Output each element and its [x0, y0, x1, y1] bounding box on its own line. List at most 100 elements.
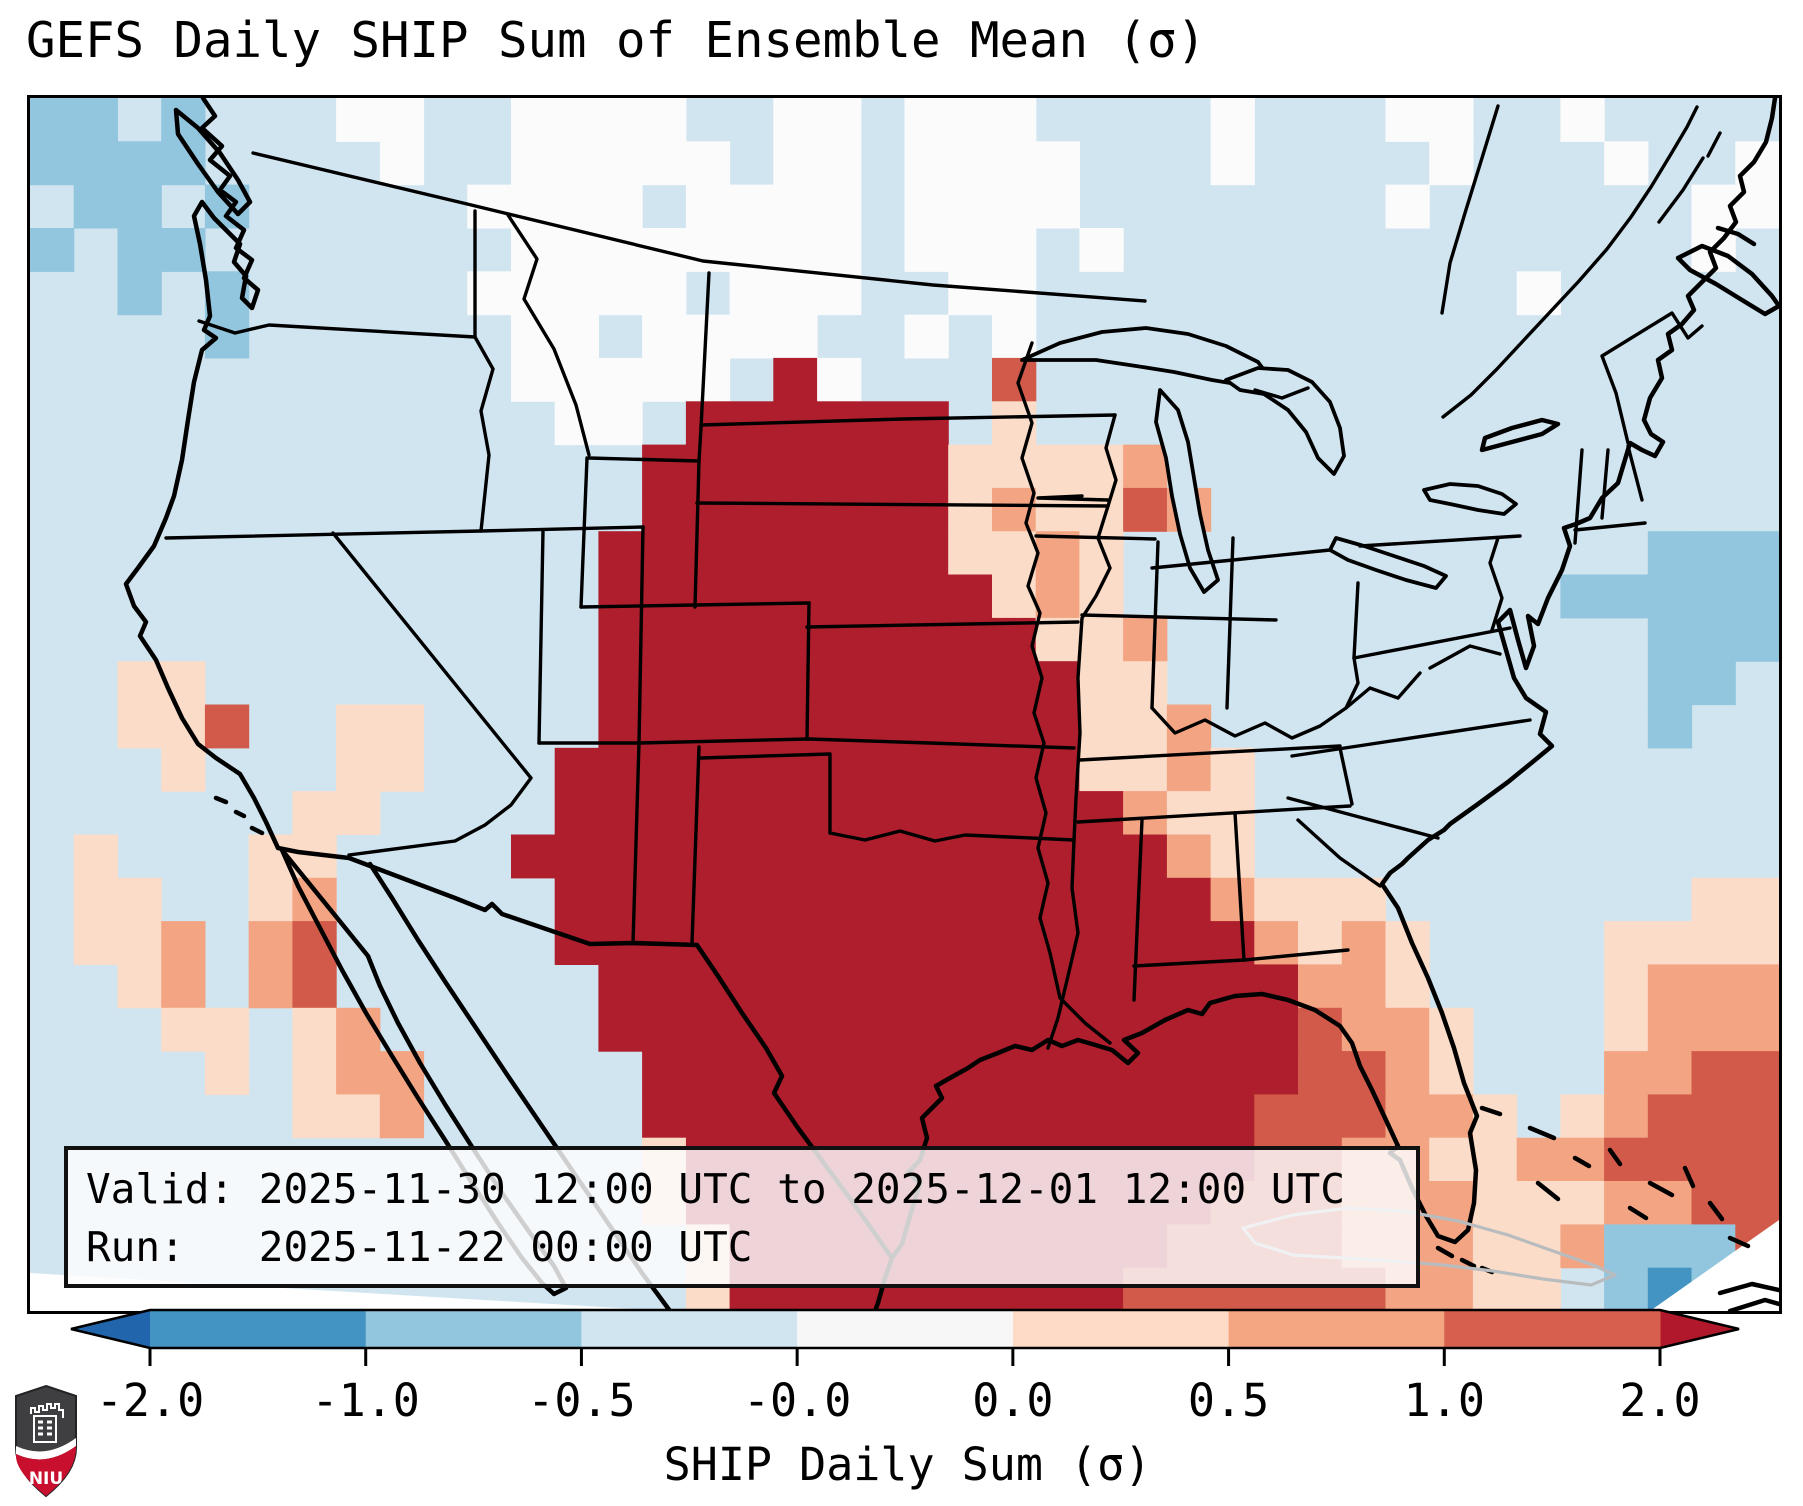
heatmap-cell [292, 1051, 337, 1095]
border-nj-delaware-river [1488, 536, 1504, 632]
heatmap-cell [1385, 1007, 1430, 1052]
colorbar-tick-label: 0.0 [972, 1374, 1054, 1427]
st-lawrence-river [1441, 105, 1722, 419]
nova-scotia-coast [1675, 243, 1779, 317]
heatmap-cell [773, 357, 818, 402]
heatmap-cell [817, 877, 862, 922]
heatmap-cell [1691, 877, 1736, 922]
heatmap-cell [642, 1007, 687, 1052]
border-wy-west [579, 456, 589, 609]
heatmap-cell [1079, 704, 1124, 749]
heatmap-cell [773, 98, 818, 142]
heatmap-cell [161, 747, 206, 792]
heatmap-cell [292, 964, 337, 1009]
heatmap-cell [248, 877, 293, 922]
heatmap-cell [860, 747, 906, 792]
heatmap-cell [1210, 877, 1255, 922]
heatmap-cell [904, 98, 949, 142]
border-az-nm [631, 741, 641, 945]
heatmap-cell [860, 921, 906, 965]
heatmap-cell [248, 921, 293, 965]
heatmap-cell [729, 1094, 774, 1139]
heatmap-cell [73, 184, 118, 229]
heatmap-cell [1254, 877, 1299, 922]
heatmap-cell [1210, 98, 1255, 142]
heatmap-cell [1210, 921, 1255, 965]
heatmap-cell [1647, 1051, 1693, 1095]
heatmap-cell [817, 661, 862, 706]
heatmap-cell [598, 617, 643, 662]
heatmap-cell [992, 661, 1037, 706]
heatmap-cell [1604, 141, 1649, 186]
heatmap-cell [204, 1051, 250, 1095]
border-al-ga [1233, 811, 1246, 962]
heatmap-cell [948, 444, 993, 489]
heatmap-cell [1691, 531, 1736, 576]
heatmap-cell [161, 661, 206, 706]
heatmap-cell [1166, 877, 1212, 922]
heatmap-cell [773, 964, 818, 1009]
heatmap-cell [948, 964, 993, 1009]
heatmap-cell [1210, 1094, 1255, 1139]
heatmap-cell [1298, 877, 1343, 922]
heatmap-cell [1735, 531, 1779, 576]
heatmap-cell [860, 487, 906, 532]
border-mn-ia [1036, 494, 1110, 502]
info-box: Valid: 2025-11-30 12:00 UTC to 2025-12-0… [64, 1146, 1420, 1288]
heatmap-cell [598, 531, 643, 576]
heatmap-cell [729, 877, 774, 922]
colorbar [70, 1308, 1740, 1366]
heatmap-cell [511, 141, 556, 186]
heatmap-cell [1691, 964, 1736, 1009]
heatmap-cell [685, 1007, 731, 1052]
heatmap-cell [729, 1051, 774, 1095]
border-missouri-river-west [1046, 504, 1112, 1050]
heatmap-cell [642, 314, 687, 359]
heatmap-cell [1604, 964, 1649, 1009]
heatmap-cell [1647, 1224, 1693, 1269]
heatmap-cell [117, 141, 162, 186]
baja-california-coast [279, 847, 569, 1297]
heatmap-cell [554, 98, 599, 142]
heatmap-cell [992, 704, 1037, 749]
border-ca-nv-colorado-river [331, 531, 533, 857]
heatmap-cell [1123, 704, 1168, 749]
heatmap-cell [904, 228, 949, 272]
border-ohio-river [1150, 656, 1360, 740]
heatmap-cell [729, 834, 774, 879]
heatmap-cell [773, 487, 818, 532]
heatmap-cell [1735, 964, 1779, 1009]
heatmap-cell [1735, 617, 1779, 662]
heatmap-cell [729, 314, 774, 359]
heatmap-cell [642, 98, 687, 142]
prince-edward-island-coast [1715, 225, 1757, 247]
colorbar-segment [1444, 1310, 1661, 1348]
heatmap-cell [336, 1051, 381, 1095]
heatmap-cell [860, 574, 906, 619]
heatmap-cell [817, 1051, 862, 1095]
heatmap-cell [554, 141, 599, 186]
heatmap-cell [685, 1094, 731, 1139]
heatmap-cell [73, 834, 118, 879]
heatmap-cell [904, 487, 949, 532]
heatmap-cell [642, 574, 687, 619]
border-potomac [1428, 644, 1502, 670]
heatmap-cell [948, 141, 993, 186]
heatmap-cell [685, 661, 731, 706]
heatmap-cell [1647, 531, 1693, 576]
heatmap-cell [817, 791, 862, 835]
heatmap-cell [992, 791, 1037, 835]
heatmap-cell [1035, 444, 1080, 489]
heatmap-cell [598, 98, 643, 142]
heatmap-cell [1035, 747, 1080, 792]
heatmap-cell [1429, 98, 1474, 142]
heatmap-cell [598, 1007, 643, 1052]
heatmap-cell [817, 184, 862, 229]
border-mi-south [1150, 548, 1332, 570]
heatmap-cell [904, 141, 949, 186]
heatmap-cell [1210, 1051, 1255, 1095]
heatmap-cell [1691, 661, 1736, 706]
heatmap-cell [685, 357, 731, 402]
long-island-coast [1479, 417, 1561, 453]
heatmap-cell [1691, 1137, 1736, 1182]
